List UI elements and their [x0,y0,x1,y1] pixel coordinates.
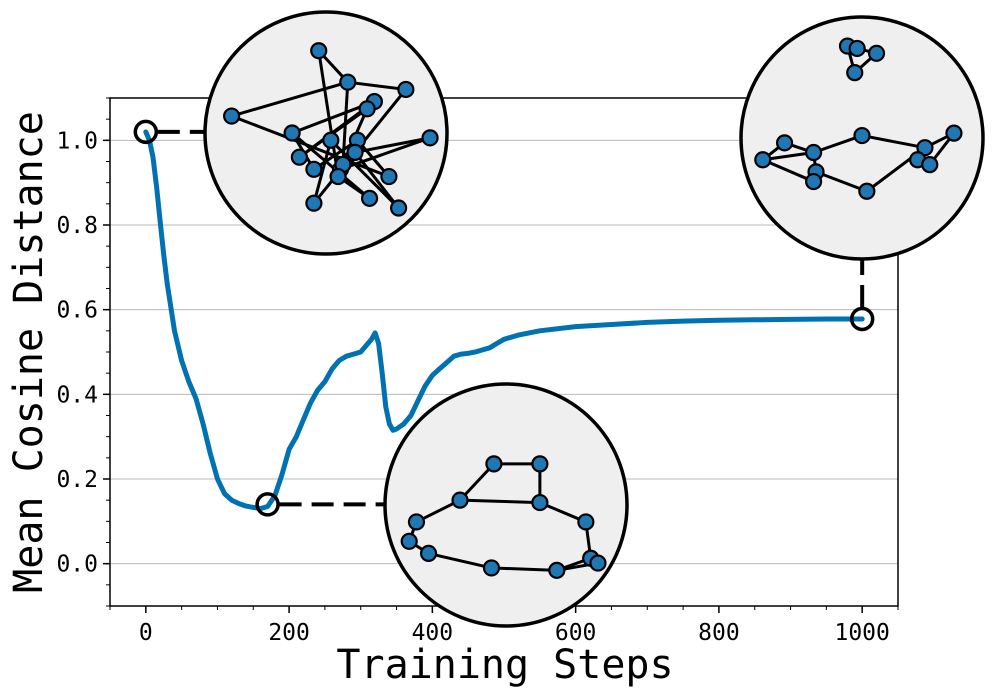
graph-edge [815,170,868,193]
graph-node [390,199,408,217]
graph-node [346,143,364,161]
x-tick-label: 800 [698,620,740,646]
x-tick-label: 600 [555,620,597,646]
y-tick-label: 0.8 [56,213,98,239]
graph-node [921,156,939,174]
anchor-marker [255,492,280,517]
graph-edge [491,566,557,572]
x-tick-label: 200 [268,620,310,646]
graph-edge [317,50,340,177]
x-tick-label: 1000 [834,620,889,646]
y-tick-label: 0.4 [56,382,98,408]
anchor-marker [133,119,159,145]
graph-node [223,107,241,125]
graph-node [322,131,340,149]
x-tick-label: 0 [139,620,153,646]
annotation-connectors [157,129,865,507]
graph-node [329,167,347,186]
y-axis-ticks: 0.0 0.2 0.4 0.6 0.8 1.0 [56,97,110,607]
graph-node [804,172,823,191]
graph-edge [291,131,371,200]
graph-edge [341,82,350,165]
graph-node [358,100,376,118]
graph-node [846,64,864,82]
y-axis-title: Mean Cosine Distance [6,111,52,593]
graph-node [867,44,886,62]
x-tick-label: 400 [412,620,454,646]
y-tick-label: 0.2 [56,467,98,493]
series-line [143,129,865,512]
graph-edge [347,80,407,91]
anchor-marker [849,306,875,332]
graph-node [380,167,398,186]
graph-edge [428,551,492,570]
graph-edge [231,114,390,178]
graph-node [451,491,469,509]
graph-inset [739,15,985,261]
graph-node [421,129,439,147]
graph-node [419,544,438,563]
graph-node [858,182,876,200]
graph-node [531,493,549,512]
graph-node [305,194,323,212]
y-tick-label: 0.0 [56,552,98,578]
graph-edge [329,139,400,210]
annotation-markers [133,119,875,517]
graph-inset [383,382,629,628]
graph-inset [203,10,449,256]
inset-circle [383,382,629,628]
graph-node [360,189,379,207]
graph-edge [861,134,926,150]
x-axis-title: Training Steps [336,642,673,688]
graph-node [853,126,871,145]
graph-edge [354,136,431,154]
graph-edge [231,80,349,118]
graph-insets [203,10,985,628]
graph-node [589,554,607,572]
graph-node [945,124,963,142]
graph-node [804,143,823,162]
graph-edge [312,139,333,204]
graph-node [754,151,772,169]
graph-node [848,39,866,58]
graph-node [283,124,301,142]
graph-node [397,80,415,99]
series-layer [143,129,865,512]
graph-node [407,513,426,531]
graph-edge [762,158,815,183]
graph-edge [459,498,540,505]
graph-node [305,160,323,178]
graph-node [310,42,328,60]
x-axis-ticks: 0 200 400 600 800 1000 [109,606,899,646]
graph-node [548,561,566,579]
y-tick-label: 1.0 [56,128,98,154]
graph-node [339,73,357,91]
graph-node [482,559,501,577]
graph-node [400,532,418,550]
graph-node [290,148,308,166]
graph-node [485,455,503,473]
graph-node [775,134,794,152]
graph-node [531,455,549,473]
y-tick-label: 0.6 [56,298,98,324]
graph-node [577,513,595,531]
